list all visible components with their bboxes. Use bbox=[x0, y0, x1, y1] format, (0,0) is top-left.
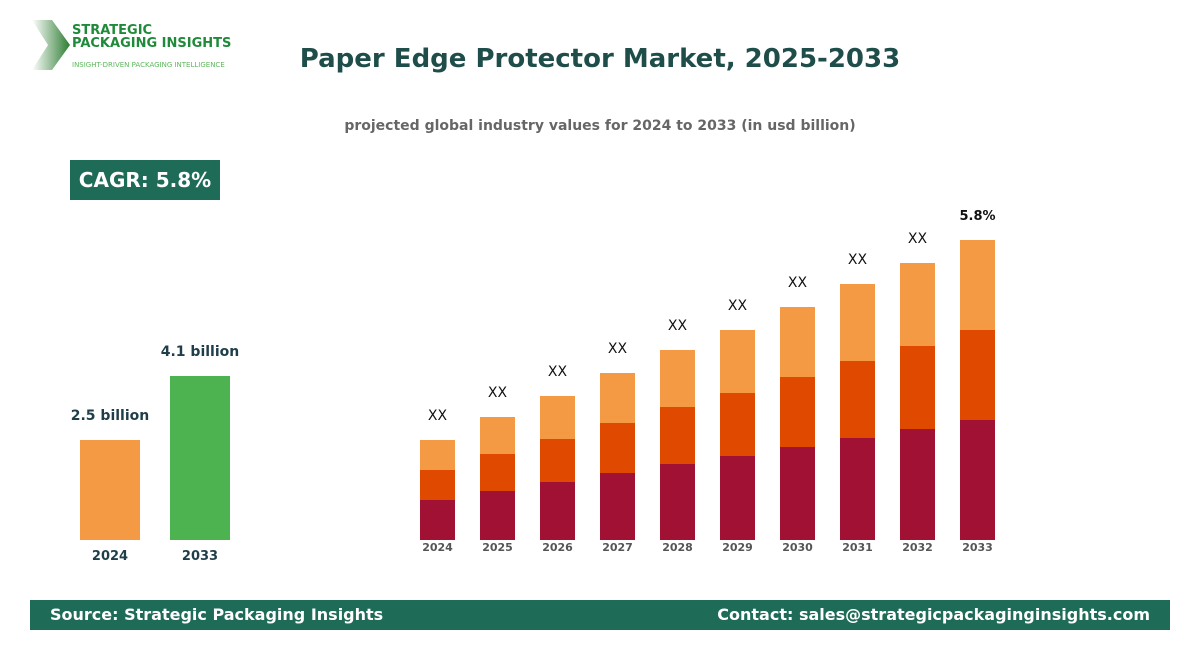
bar-segment-2028-1 bbox=[660, 407, 695, 464]
bar-segment-2025-2 bbox=[480, 417, 515, 454]
x-tick-label: 2028 bbox=[662, 541, 693, 554]
data-label: XX bbox=[848, 252, 868, 268]
bar-segment-2027-2 bbox=[600, 373, 635, 423]
bar-segment-2031-1 bbox=[840, 361, 875, 438]
x-tick-label: 2025 bbox=[482, 541, 513, 554]
bar-segment-2030-0 bbox=[780, 447, 815, 540]
x-tick-label: 2029 bbox=[722, 541, 753, 554]
logo-text: STRATEGIC PACKAGING INSIGHTS bbox=[72, 23, 232, 51]
data-label: XX bbox=[548, 364, 568, 380]
logo-chevron-icon bbox=[32, 20, 70, 70]
bar-segment-2030-1 bbox=[780, 377, 815, 447]
bar-segment-2031-0 bbox=[840, 438, 875, 540]
bar-2033 bbox=[170, 376, 230, 540]
bar-segment-2025-0 bbox=[480, 491, 515, 540]
cagr-badge: CAGR: 5.8% bbox=[70, 160, 220, 200]
bar-segment-2027-0 bbox=[600, 473, 635, 540]
logo-tagline: INSIGHT-DRIVEN PACKAGING INTELLIGENCE bbox=[72, 61, 225, 69]
bar-2024 bbox=[80, 440, 140, 540]
x-tick-label: 2033 bbox=[182, 549, 218, 564]
x-tick-label: 2032 bbox=[902, 541, 933, 554]
bar-segment-2028-0 bbox=[660, 464, 695, 540]
data-label: 5.8% bbox=[959, 209, 995, 224]
chart-title: Paper Edge Protector Market, 2025-2033 bbox=[299, 44, 901, 74]
bar-segment-2030-2 bbox=[780, 307, 815, 377]
bar-segment-2032-0 bbox=[900, 429, 935, 540]
bar-segment-2029-0 bbox=[720, 456, 755, 540]
bar-segment-2032-2 bbox=[900, 263, 935, 346]
data-label: XX bbox=[908, 231, 928, 247]
data-label: 2.5 billion bbox=[71, 408, 149, 424]
bar-segment-2029-2 bbox=[720, 330, 755, 393]
data-label: XX bbox=[788, 275, 808, 291]
bar-segment-2024-2 bbox=[420, 440, 455, 470]
x-tick-label: 2030 bbox=[782, 541, 813, 554]
bar-segment-2025-1 bbox=[480, 454, 515, 491]
charts: 2.5 billion 2024 4.1 billion 2033 XX 2024 XX 20… bbox=[71, 209, 996, 564]
bar-segment-2028-2 bbox=[660, 350, 695, 407]
bar-segment-2033-2 bbox=[960, 240, 995, 330]
x-tick-label: 2033 bbox=[962, 541, 993, 554]
bar-segment-2026-2 bbox=[540, 396, 575, 439]
x-tick-label: 2024 bbox=[422, 541, 453, 554]
bar-segment-2027-1 bbox=[600, 423, 635, 473]
x-tick-label: 2031 bbox=[842, 541, 873, 554]
bar-segment-2024-0 bbox=[420, 500, 455, 540]
bar-segment-2026-1 bbox=[540, 439, 575, 482]
source-text: Source: Strategic Packaging Insights bbox=[50, 605, 384, 624]
chart-subtitle: projected global industry values for 202… bbox=[344, 118, 856, 134]
x-tick-label: 2026 bbox=[542, 541, 573, 554]
bar-segment-2031-2 bbox=[840, 284, 875, 361]
x-tick-label: 2024 bbox=[92, 549, 128, 564]
data-label: 4.1 billion bbox=[161, 344, 239, 360]
data-label: XX bbox=[668, 318, 688, 334]
bar-segment-2026-0 bbox=[540, 482, 575, 540]
contact-text: Contact: sales@strategicpackaginginsight… bbox=[717, 605, 1150, 624]
bar-segment-2029-1 bbox=[720, 393, 755, 456]
bar-segment-2033-0 bbox=[960, 420, 995, 540]
bar-segment-2032-1 bbox=[900, 346, 935, 429]
x-tick-label: 2027 bbox=[602, 541, 633, 554]
footer: Source: Strategic Packaging Insights Con… bbox=[30, 600, 1170, 630]
bar-segment-2033-1 bbox=[960, 330, 995, 420]
data-label: XX bbox=[428, 408, 448, 424]
data-label: XX bbox=[488, 385, 508, 401]
bar-segment-2024-1 bbox=[420, 470, 455, 500]
data-label: XX bbox=[728, 298, 748, 314]
data-label: XX bbox=[608, 341, 628, 357]
